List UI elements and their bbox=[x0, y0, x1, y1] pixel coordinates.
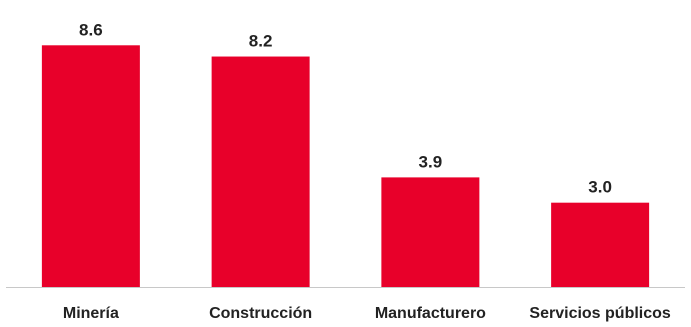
category-label-0: Minería bbox=[63, 305, 119, 322]
category-label-2: Manufacturero bbox=[375, 305, 486, 322]
value-label-0: 8.6 bbox=[79, 20, 103, 39]
category-label-3: Servicios públicos bbox=[529, 305, 670, 322]
value-label-2: 3.9 bbox=[419, 152, 443, 171]
category-label-1: Construcción bbox=[209, 305, 312, 322]
value-label-1: 8.2 bbox=[249, 32, 273, 51]
bar-2 bbox=[381, 177, 480, 287]
value-labels-layer: 8.6 8.2 3.9 3.0 bbox=[79, 20, 612, 196]
category-labels-layer: Minería Construcción Manufacturero Servicio… bbox=[63, 305, 671, 322]
value-label-3: 3.0 bbox=[588, 178, 612, 197]
bar-3 bbox=[551, 202, 650, 287]
bar-0 bbox=[41, 45, 140, 287]
bars-layer bbox=[41, 45, 650, 288]
bar-1 bbox=[211, 56, 310, 288]
